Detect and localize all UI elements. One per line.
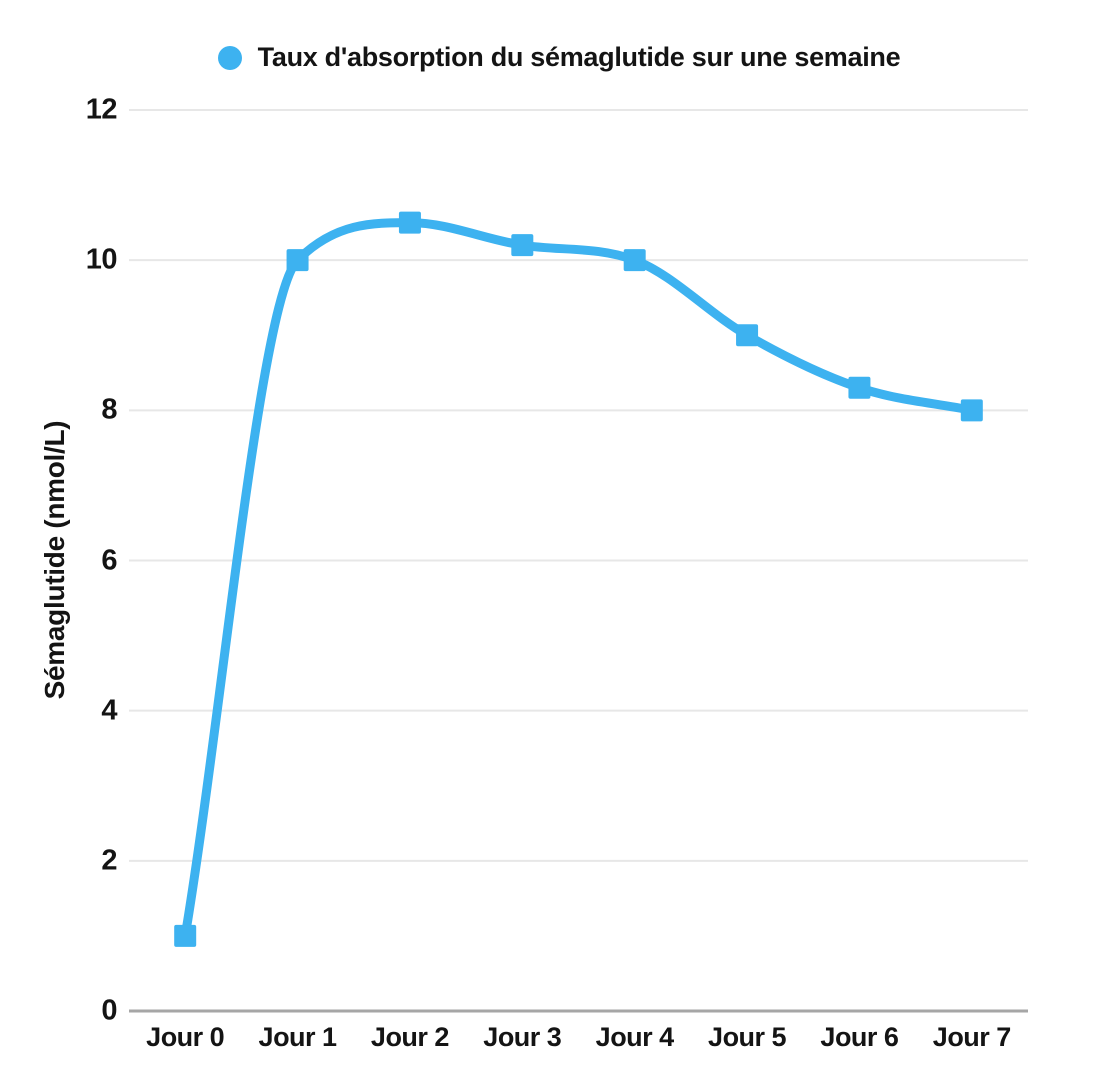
data-point-marker (174, 924, 197, 947)
x-tick-label: Jour 7 (932, 1022, 1012, 1052)
y-tick-label: 8 (101, 393, 117, 426)
data-point-marker (960, 399, 983, 422)
data-point-marker (511, 234, 534, 257)
x-tick-label: Jour 4 (595, 1022, 675, 1052)
x-tick-label: Jour 6 (820, 1022, 899, 1052)
data-point-marker (736, 324, 759, 347)
data-point-marker (398, 211, 421, 234)
x-tick-label: Jour 3 (483, 1022, 562, 1052)
y-tick-label: 0 (101, 994, 117, 1027)
y-tick-label: 10 (85, 243, 118, 276)
x-tick-label: Jour 1 (258, 1022, 338, 1052)
x-tick-label: Jour 2 (370, 1022, 450, 1052)
y-tick-label: 12 (85, 93, 118, 126)
x-tick-label: Jour 5 (708, 1022, 787, 1052)
x-tick-label: Jour 0 (146, 1022, 225, 1052)
y-tick-label: 4 (101, 694, 117, 727)
chart-legend: Taux d'absorption du sémaglutide sur une… (0, 42, 1118, 73)
series-line (180, 218, 977, 941)
data-point-marker (848, 376, 871, 399)
chart-title: Taux d'absorption du sémaglutide sur une… (257, 42, 901, 72)
legend-dot-icon (217, 45, 242, 70)
y-tick-label: 2 (101, 844, 117, 877)
y-tick-label: 6 (101, 544, 117, 576)
data-point-marker (286, 249, 309, 272)
data-point-marker (623, 249, 646, 272)
